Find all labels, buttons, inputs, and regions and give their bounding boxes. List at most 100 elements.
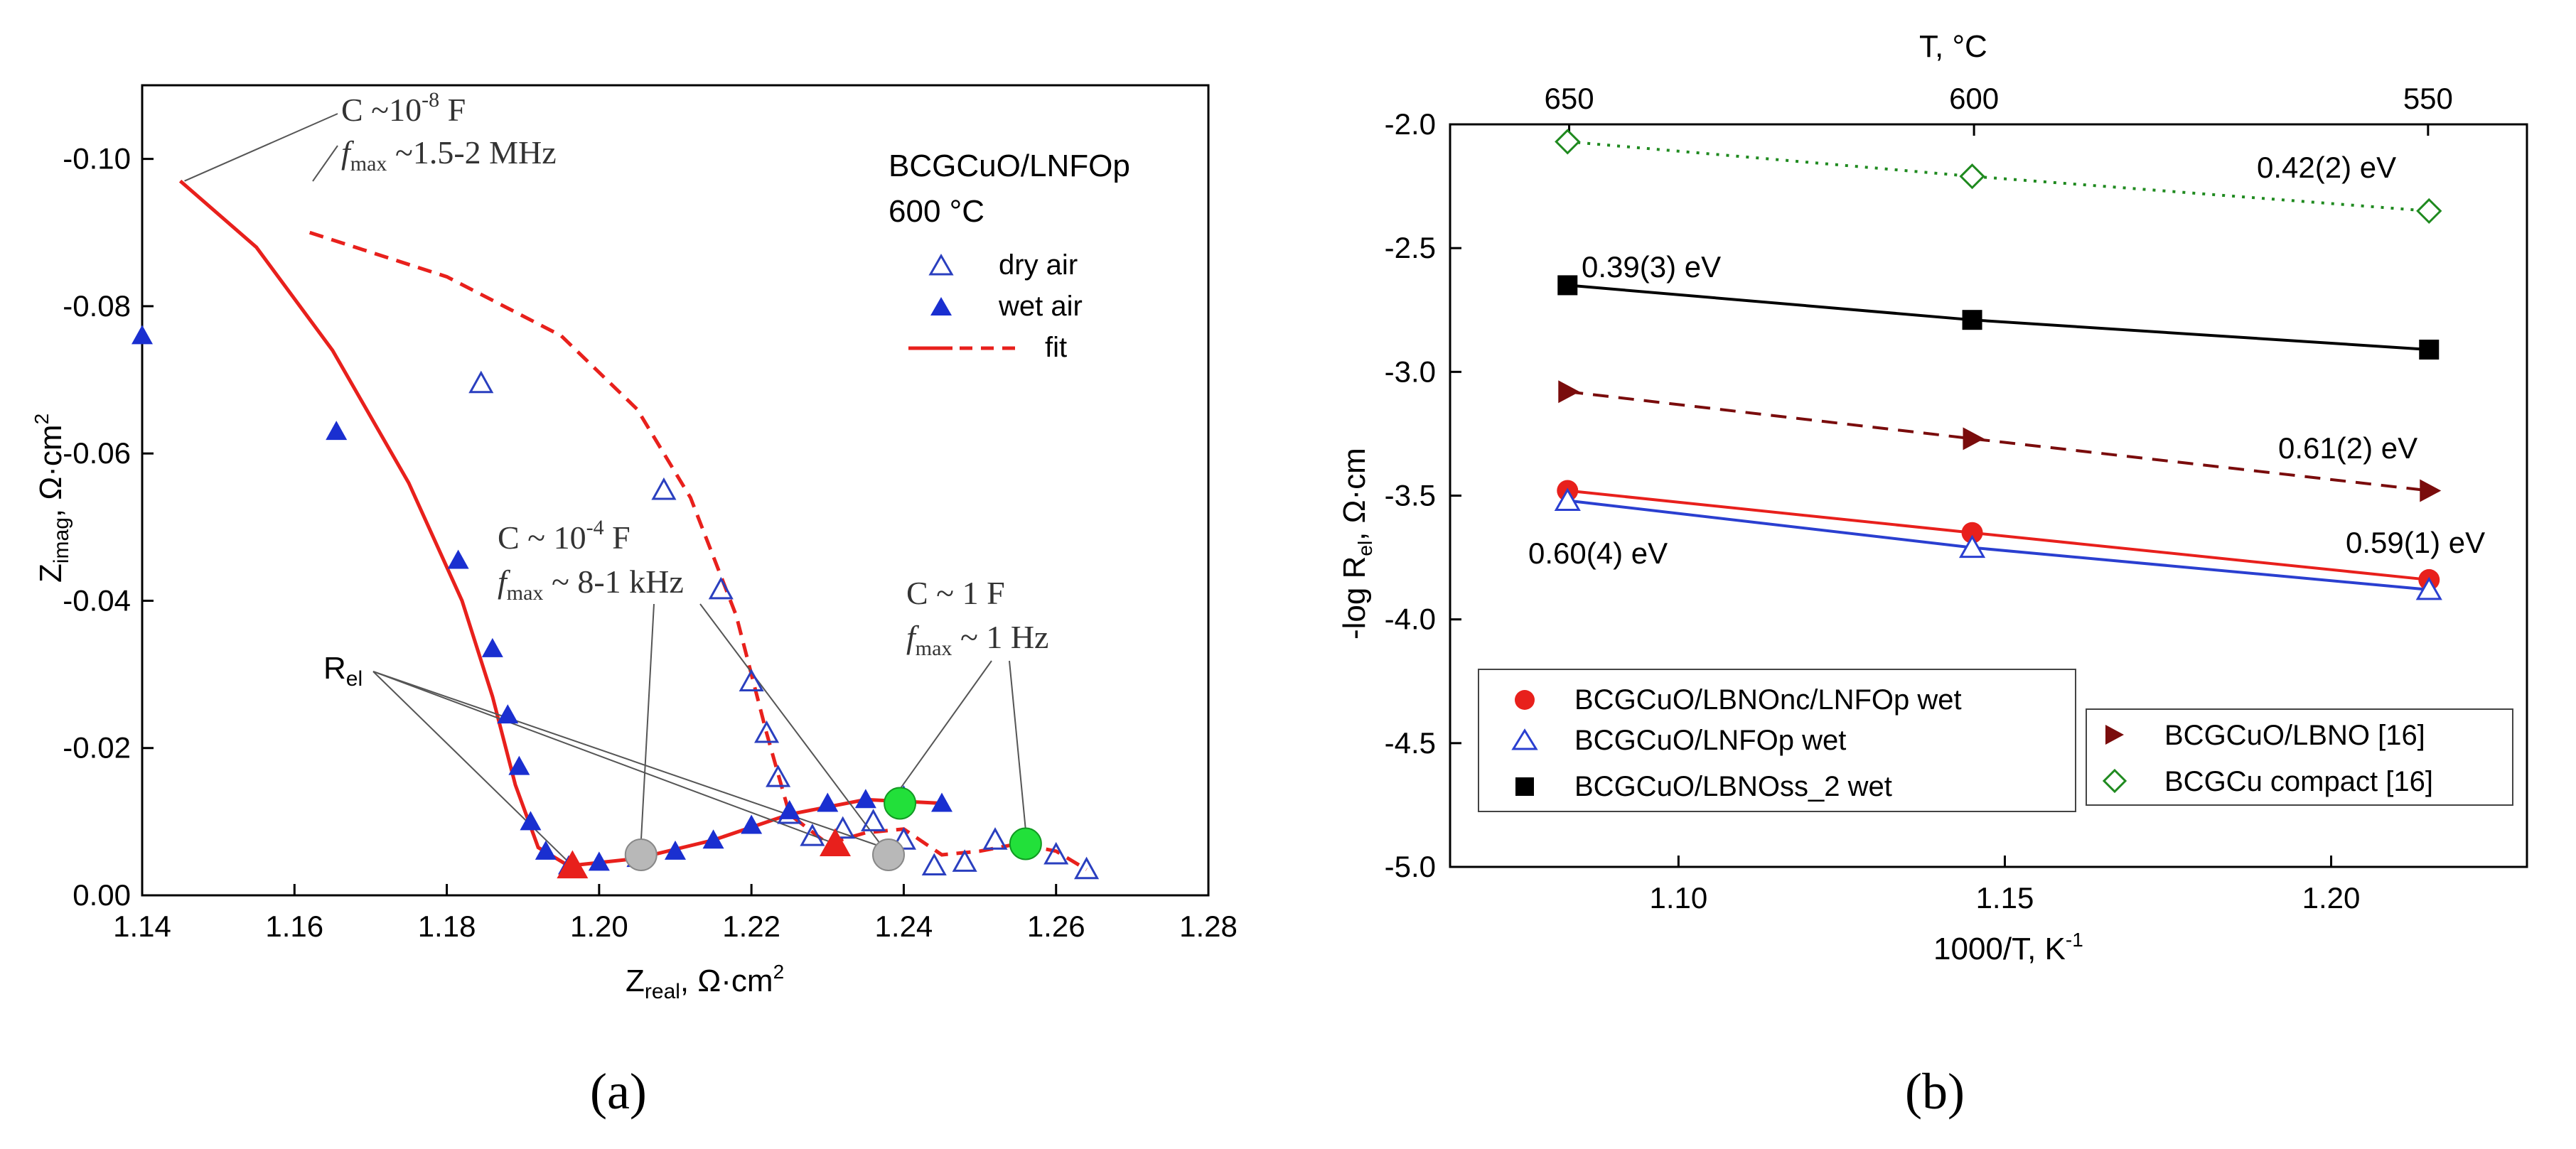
panel-b-x-axis: 1.10 1.15 1.20 — [1649, 856, 2360, 915]
annot-c1-capacitance: C ~10-8 F — [341, 88, 466, 128]
panel-a-x-axis: 1.14 1.16 1.18 1.20 1.22 1.24 1.26 1.28 — [113, 884, 1238, 943]
panel-b-y-tick-label: -2.5 — [1385, 231, 1436, 264]
grey-circle-marker — [624, 838, 658, 871]
dry-air-point — [468, 370, 494, 394]
legend-dry-air-label: dry air — [999, 249, 1078, 281]
rel-marker-triangle — [557, 850, 589, 879]
panel-a-plot-frame — [141, 84, 1210, 897]
dry-air-point — [830, 816, 856, 839]
wet-air-point — [931, 792, 952, 812]
dry-air-point — [708, 576, 734, 600]
dry-air-point — [1074, 856, 1100, 880]
panel-a-y-tick-label: -0.08 — [63, 289, 131, 323]
panel-a-x-label: Zreal, Ω·cm2 — [626, 961, 784, 1003]
dry-air-point — [651, 477, 677, 500]
annot-rel-line-b — [372, 671, 836, 845]
wet-air-point — [520, 811, 542, 831]
panel-b-top-label: T, °C — [1919, 29, 1987, 64]
panel-a-y-tick-label: -0.04 — [63, 583, 131, 617]
rel-marker-triangle — [820, 828, 851, 857]
legend-green-label: BCGCu compact [16] — [2164, 766, 2433, 797]
panel-a-fit-lines — [178, 179, 1088, 871]
legend-blue-label: BCGCuO/LNFOp wet — [1574, 725, 1846, 756]
legend-fit-label: fit — [1045, 332, 1067, 363]
panel-b-chart: 1.10 1.15 1.20 650 600 550 -2.0-2.5-3.0-3.5-… — [1337, 29, 2528, 1120]
panel-b-y-tick-label: -4.0 — [1385, 603, 1436, 636]
annot-c3-frequency: fmax ~ 1 Hz — [906, 619, 1048, 660]
panel-a-legend-temp: 600 °C — [889, 194, 984, 229]
series-2-point — [1962, 310, 1982, 330]
panel-a-x-tick-label: 1.22 — [722, 910, 780, 943]
panel-b-series-lines — [1567, 140, 2430, 591]
grey-circle-marker — [872, 838, 905, 871]
panel-b-top-tick-label: 550 — [2403, 82, 2453, 115]
legend-red-marker — [1515, 690, 1535, 710]
panel-a-x-tick-label: 1.26 — [1027, 910, 1085, 943]
panel-b-y-tick-label: -4.5 — [1385, 726, 1436, 760]
annot-black-ea: 0.39(3) eV — [1582, 250, 1721, 284]
dry-air-point — [861, 809, 886, 831]
annot-c2-arrow-a — [640, 603, 655, 843]
panel-a-y-tick-label: -0.02 — [63, 731, 131, 765]
dry-air-point — [982, 827, 1008, 850]
panel-b-y-axis: -2.0 -2.5 -3.0 -3.5 -4.0 -4.5 -5.0 — [1385, 107, 1461, 883]
series-1-point — [1554, 487, 1581, 511]
wet-air-point — [535, 840, 557, 860]
panel-a-x-tick-label: 1.20 — [570, 910, 628, 943]
dry-air-point — [921, 853, 947, 876]
annot-c1-arrow-a — [184, 113, 338, 182]
wet-air-point — [741, 814, 763, 834]
wet-air-point — [854, 789, 876, 809]
legend-wet-air-marker — [930, 297, 952, 315]
dry-air-point — [891, 827, 916, 850]
annot-c2-capacitance: C ~ 10-4 F — [498, 516, 630, 556]
wet-air-point — [778, 799, 800, 819]
dry-air-point — [754, 720, 780, 743]
series-1-point — [2415, 576, 2442, 600]
series-1-point — [1958, 534, 1986, 559]
legend-red-label: BCGCuO/LBNOnc/LNFOp wet — [1574, 684, 1962, 716]
panel-b-x-label: 1000/T, K-1 — [1933, 929, 2083, 966]
wet-air-point — [326, 421, 348, 441]
series-0-point — [1961, 522, 1983, 544]
panel-b-caption: (b) — [1905, 1063, 1965, 1120]
panel-a-legend-title: BCGCuO/LNFOp — [889, 149, 1130, 183]
dry-air-point — [1043, 841, 1069, 865]
panel-b-legend-right — [2086, 708, 2513, 806]
panel-a-x-tick-label: 1.24 — [875, 910, 933, 943]
series-4-point — [1555, 129, 1581, 155]
annot-c2-arrow-b — [699, 603, 881, 844]
annot-rel: Rel — [323, 651, 363, 691]
annot-blue-ea: 0.60(4) eV — [1528, 536, 1668, 570]
series-line-0 — [1567, 489, 2430, 581]
panel-b-top-axis: 650 600 550 — [1545, 82, 2453, 136]
panel-b-x-tick-label: 1.10 — [1649, 881, 1707, 915]
panel-b-y-label: -log Rel, Ω·cm — [1337, 448, 1376, 640]
wet-air-point — [588, 851, 610, 871]
panel-a-x-tick-label: 1.16 — [265, 910, 323, 943]
panel-a-data-points — [132, 325, 1100, 880]
wet-air-point — [497, 704, 519, 724]
wet-air-point — [132, 325, 153, 345]
annot-red-ea: 0.59(1) eV — [2346, 526, 2485, 559]
panel-a-x-tick-label: 1.28 — [1179, 910, 1238, 943]
panel-b-y-tick-label: -2.0 — [1385, 107, 1436, 141]
annot-c3-arrow-b — [1009, 660, 1026, 830]
panel-a-chart: 1.14 1.16 1.18 1.20 1.22 1.24 1.26 1.28 0.00 -0.… — [31, 84, 1238, 1120]
panel-a-y-axis: 0.00 -0.02 -0.04 -0.06 -0.08 -0.10 — [63, 142, 154, 912]
legend-wet-air-label: wet air — [998, 291, 1083, 322]
panel-a-y-label: Zimag, Ω·cm2 — [31, 414, 73, 583]
panel-a-caption: (a) — [590, 1063, 647, 1120]
fit-wet-solid-line — [178, 179, 943, 868]
panel-b-top-tick-label: 650 — [1545, 82, 1594, 115]
panel-a-y-tick-label: -0.10 — [63, 142, 131, 176]
wet-air-point — [817, 792, 839, 812]
series-4-point — [1959, 163, 1985, 190]
panel-a-x-tick-label: 1.18 — [418, 910, 476, 943]
panel-b-data-points — [1554, 129, 2442, 600]
series-3-point — [1558, 380, 1580, 404]
annot-green-ea: 0.42(2) eV — [2257, 151, 2396, 184]
green-circle-marker — [884, 787, 917, 820]
annot-rel-line-a — [372, 671, 574, 867]
